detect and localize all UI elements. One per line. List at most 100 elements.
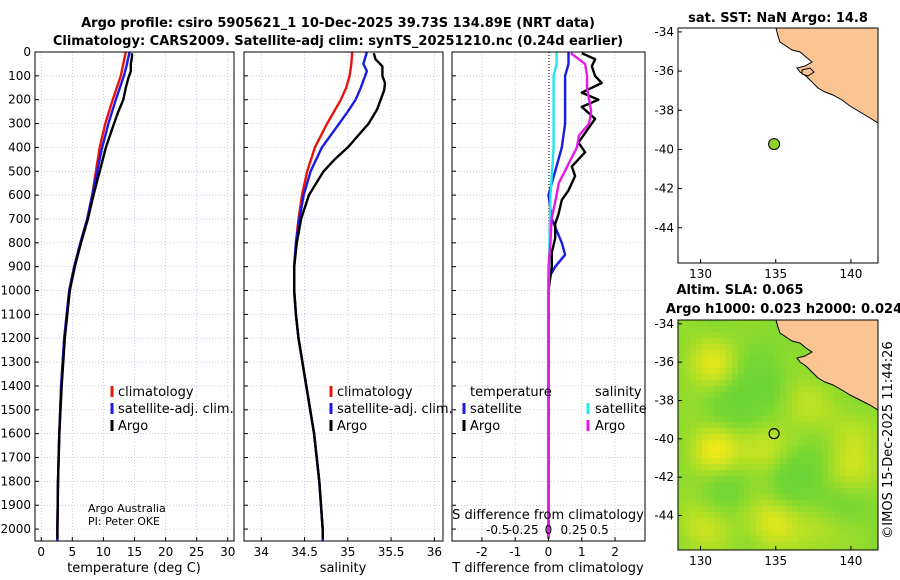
sla-cell [768,386,775,393]
difference-panel: -2 -1 0 1 2 -0.5-0.25 0 0.25 0.5 T difference fr… [451,51,647,576]
sla-cell [876,500,878,507]
sla-cell [714,332,721,339]
sla-cell [780,488,787,495]
sla-cell [762,470,769,477]
sla-cell [738,392,745,399]
sla-cell [840,524,847,531]
sla-cell [744,440,751,447]
sla-cell [696,410,703,417]
sla-cell [768,476,775,483]
sla-cell [708,320,715,327]
sla-cell [876,416,878,423]
sla-cell [816,428,823,435]
sla-cell [744,512,751,519]
sla-cell [720,536,727,543]
sla-cell [852,530,859,537]
sla-cell [708,392,715,399]
ytick-label: 400 [8,140,31,154]
sla-cell [852,428,859,435]
sla-cell [786,344,793,351]
sla-cell [708,482,715,489]
sla-cell [786,398,793,405]
sla-cell [870,422,877,429]
sla-cell [822,440,829,447]
sla-cell [786,410,793,417]
sla-cell [750,344,757,351]
sla-cell [696,518,703,525]
sla-cell [678,332,685,339]
temperature-xlabel: temperature (deg C) [67,561,201,576]
temperature-xtick-label: 30 [220,545,235,559]
ytick-label: 1000 [0,284,31,298]
ytick-label: 1400 [0,379,31,393]
sla-cell [696,434,703,441]
sla-cell [684,440,691,447]
sla-cell [864,440,871,447]
sla-cell [690,326,697,333]
difference-legend-salinity-header: salinity [595,385,642,400]
sla-cell [864,428,871,435]
sla-cell [696,338,703,345]
sla-cell [876,512,878,519]
sla-cell [744,458,751,465]
sla-cell [870,434,877,441]
sla-cell [768,368,775,375]
sla-cell [864,518,871,525]
sla-cell [828,386,835,393]
sla-cell [756,524,763,531]
sla-cell [828,512,835,519]
sla-cell [804,500,811,507]
sla-cell [714,434,721,441]
sla-cell [726,476,733,483]
figure-title-line2: Climatology: CARS2009. Satellite-adj cli… [53,34,623,49]
sla-cell [690,350,697,357]
sla-cell [774,362,781,369]
sst-map-ticks: 130 135 140 -34 -36 -38 -40 -42 -44 [654,25,862,281]
sla-cell [732,536,739,543]
sla-cell [792,470,799,477]
sla-cell [810,476,817,483]
sla-cell [714,512,721,519]
sla-cell [834,404,841,411]
sla-cell [732,512,739,519]
sla-cell [834,428,841,435]
sla-cell [804,482,811,489]
sla-cell [858,506,865,513]
sla-cell [708,542,715,549]
sla-cell [756,536,763,543]
sla-cell [804,434,811,441]
temperature-xtick-label: 20 [158,545,173,559]
sla-cell [738,404,745,411]
sla-cell [822,518,829,525]
sla-cell [774,440,781,447]
sla-cell [678,476,685,483]
sla-cell [870,458,877,465]
sla-cell [810,512,817,519]
sla-cell [816,380,823,387]
sla-cell [798,392,805,399]
sla-cell [726,320,733,327]
sla-cell [768,482,775,489]
sla-cell [870,512,877,519]
sla-cell [762,392,769,399]
sla-cell [696,380,703,387]
sla-cell [798,458,805,465]
sla-cell [768,548,775,550]
sla-cell [870,428,877,435]
ytick-label: 1800 [0,474,31,488]
sla-cell [690,362,697,369]
sla-cell [870,410,877,417]
sla-cell [738,494,745,501]
sla-cell [750,548,757,550]
ytick-label: 1900 [0,498,31,512]
sla-cell [798,398,805,405]
sla-cell [846,410,853,417]
sla-cell [864,464,871,471]
sla-cell [684,542,691,549]
sla-cell [846,488,853,495]
sla-cell [690,512,697,519]
sla-cell [708,398,715,405]
sla-cell [864,512,871,519]
sla-cell [714,482,721,489]
map-ytick-label: -36 [654,64,674,78]
